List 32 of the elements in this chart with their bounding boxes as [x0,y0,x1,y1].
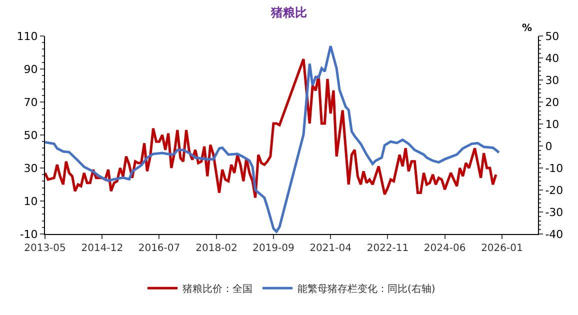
y2-axis-title: % [522,23,532,34]
x-tick-label: 2018-02 [196,243,238,254]
y2-tick-label: -30 [545,206,564,219]
y2-tick-label: -20 [545,184,564,197]
y-tick-label: 50 [24,128,38,142]
x-tick-label: 2013-05 [24,243,66,254]
y2-tick-label: 40 [545,52,560,65]
y2-tick-label: -40 [545,228,564,241]
x-tick-label: 2014-12 [81,243,124,254]
x-tick-label: 2021-04 [310,243,352,254]
y-tick-label: 70 [24,96,38,109]
y2-tick-label: 50 [545,30,560,43]
legend-label: 猪粮比价：全国 [182,283,252,295]
y-tick-label: -10 [20,228,38,241]
chart-title: 猪粮比 [270,5,307,20]
y-tick-label: 10 [24,194,38,208]
y-tick-label: 90 [24,62,38,76]
x-tick-label: 2016-07 [138,243,180,254]
line-series [45,44,500,233]
y2-tick-label: 10 [545,118,560,131]
legend-label: 能繁母猪存栏变化：同比(右轴) [298,283,436,295]
y2-tick-label: -10 [545,162,564,175]
line-series [45,58,498,199]
x-tick-label: 2022-11 [366,243,409,254]
y-tick-label: 110 [16,30,38,43]
y-tick-label: 30 [24,162,38,175]
y2-tick-label: 0 [545,140,552,153]
x-tick-label: 2024-06 [424,243,466,254]
y2-tick-label: 20 [545,96,560,109]
x-tick-label: 2019-09 [252,243,294,254]
y2-tick-label: 30 [545,74,560,87]
x-tick-label: 2026-01 [481,243,523,254]
